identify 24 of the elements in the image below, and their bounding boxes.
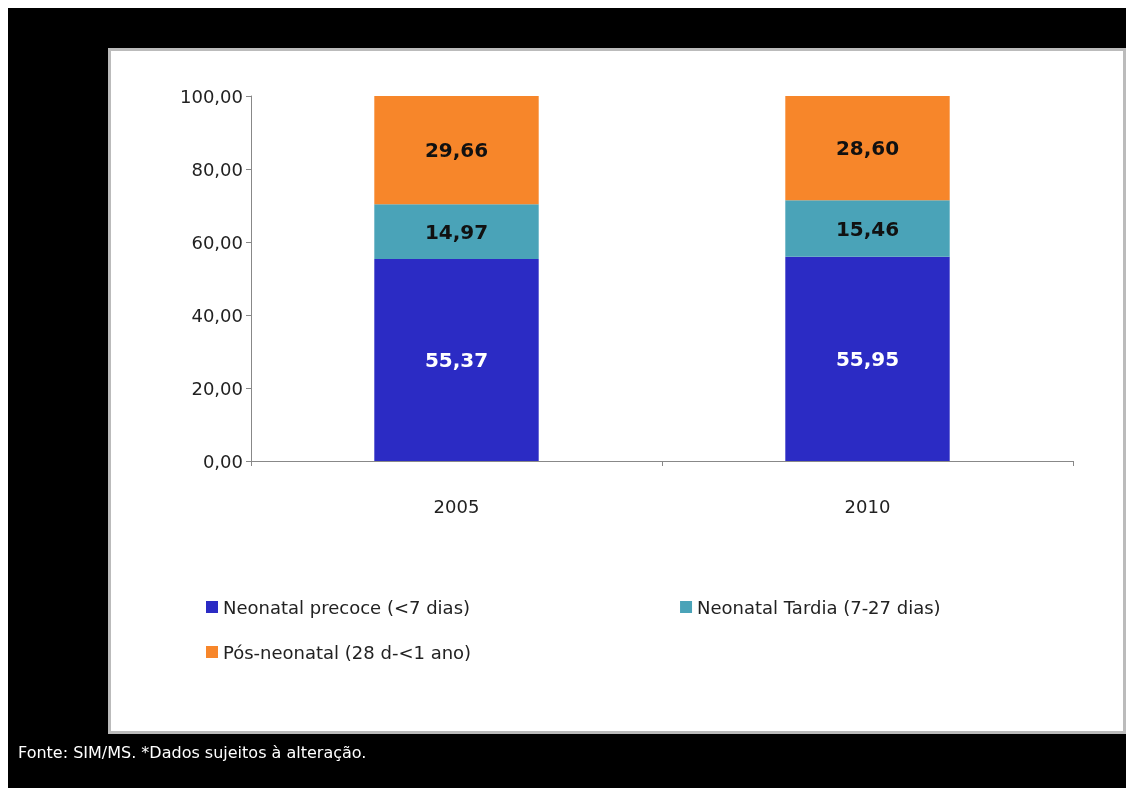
bar (374, 258, 539, 461)
legend-label: Neonatal Tardia (7-27 dias) (697, 596, 941, 618)
y-tick-label: 20,00 (191, 377, 243, 399)
y-tick-label: 100,00 (180, 85, 243, 107)
data-label: 55,37 (424, 347, 489, 372)
x-tick-label: 2005 (433, 495, 480, 517)
bar (785, 256, 950, 461)
data-label: 28,60 (835, 136, 900, 161)
bar (785, 200, 950, 257)
bar (374, 204, 539, 259)
x-tick-label: 2010 (844, 495, 891, 517)
y-tick-label: 0,00 (202, 450, 243, 472)
data-label: 29,66 (424, 138, 489, 163)
legend-label: Neonatal precoce (<7 dias) (223, 596, 471, 618)
data-label: 15,46 (835, 216, 900, 241)
data-label: 55,95 (835, 346, 900, 371)
source-note: Fonte: SIM/MS. *Dados sujeitos à alteração. (18, 743, 367, 762)
legend-label: Pós-neonatal (28 d-<1 ano) (223, 641, 472, 663)
y-tick-label: 60,00 (191, 231, 243, 253)
data-label: 14,97 (424, 219, 489, 244)
y-tick-label: 80,00 (191, 158, 243, 180)
bar (374, 96, 539, 205)
y-tick-label: 40,00 (191, 304, 243, 326)
bar (785, 96, 950, 201)
